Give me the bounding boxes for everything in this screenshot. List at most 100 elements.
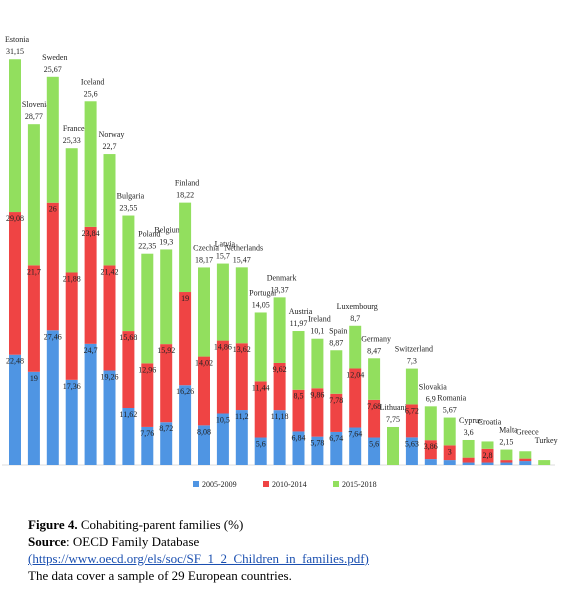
bar-segment — [160, 344, 173, 423]
data-label: 11,97 — [290, 319, 308, 328]
data-label: 27,46 — [44, 332, 62, 341]
bar-segment — [141, 426, 154, 465]
data-label: 8,08 — [197, 427, 211, 436]
data-label: 5,67 — [443, 406, 457, 415]
bar-segment — [349, 325, 362, 369]
data-label: 13,62 — [233, 345, 251, 354]
bar-segment — [27, 371, 40, 465]
caption-line: Source: OECD Family Database — [28, 533, 568, 550]
data-label: 15,92 — [157, 346, 175, 355]
bar-segment — [443, 417, 456, 446]
figure-number: Figure 4. — [28, 517, 78, 532]
caption-line: Figure 4. Cohabiting-parent families (%) — [28, 516, 568, 533]
category-label: Luxembourg — [337, 302, 378, 311]
data-label: 22,7 — [103, 142, 117, 151]
bar-segment — [292, 431, 305, 465]
category-label: Cyprus — [459, 416, 482, 425]
bar-segment — [330, 393, 343, 432]
bar-segment — [519, 451, 532, 459]
data-label: 19,26 — [101, 373, 119, 382]
bar-segment — [103, 370, 116, 465]
bar-segment — [349, 368, 362, 428]
data-label: 7,75 — [386, 415, 400, 424]
note: The data cover a sample of 29 European c… — [28, 568, 292, 583]
data-label: 2,8 — [483, 451, 493, 460]
data-label: 15,47 — [233, 255, 251, 264]
bar-segment — [424, 440, 437, 460]
bar-segment — [27, 265, 40, 372]
data-label: 23,55 — [119, 204, 137, 213]
bar-segment — [235, 410, 248, 465]
bar-segment — [443, 460, 456, 465]
category-label: Romania — [437, 394, 466, 403]
bar-segment — [387, 426, 399, 465]
data-label: 11,2 — [235, 412, 249, 421]
data-label: 18,22 — [176, 191, 194, 200]
bar-segment — [179, 292, 192, 386]
legend-label: 2015-2018 — [342, 480, 377, 489]
category-label: Bulgaria — [117, 192, 145, 201]
caption: Figure 4. Cohabiting-parent families (%)… — [28, 516, 568, 584]
bar-segment — [65, 379, 78, 465]
bar-segment — [424, 459, 437, 465]
data-label: 14,86 — [214, 343, 232, 352]
data-label: 5,63 — [405, 439, 419, 448]
category-label: Norway — [99, 130, 125, 139]
bar-segment — [46, 76, 59, 203]
bar-segment — [198, 356, 210, 426]
data-label: 8,72 — [159, 424, 173, 433]
source-label: Source — [28, 534, 67, 549]
bar-segment — [46, 330, 59, 465]
bar-segment — [84, 343, 97, 465]
data-label: 19,3 — [159, 237, 173, 246]
data-label: 6,9 — [426, 394, 436, 403]
data-label: 10,1 — [310, 327, 324, 336]
source-link[interactable]: (https://www.oecd.org/els/soc/SF_1_2_Chi… — [28, 551, 369, 566]
category-label: Czechia — [193, 243, 219, 252]
legend-label: 2005-2009 — [202, 480, 237, 489]
bar-segment — [179, 202, 192, 293]
bar-segment — [330, 431, 343, 465]
bar-segment — [27, 124, 40, 266]
data-label: 10,5 — [216, 415, 230, 424]
category-label: Iceland — [81, 77, 105, 86]
bar-segment — [330, 350, 343, 394]
category-label: Germany — [361, 334, 391, 343]
category-label: Turkey — [535, 436, 558, 445]
data-label: 3,6 — [464, 428, 474, 437]
data-label: 31,15 — [6, 47, 24, 56]
bar-segment — [405, 437, 418, 465]
data-label: 25,6 — [84, 89, 98, 98]
data-label: 7,76 — [140, 429, 154, 438]
figure-title: Cohabiting-parent families (%) — [80, 517, 244, 532]
data-label: 8,7 — [350, 314, 360, 323]
data-label: 3 — [448, 447, 452, 456]
bar-segment — [254, 381, 267, 438]
bar-segment — [198, 267, 210, 357]
data-label: 6,72 — [405, 406, 419, 415]
data-label: 15,68 — [119, 333, 137, 342]
data-label: 23,84 — [82, 229, 100, 238]
data-label: 15,7 — [216, 252, 230, 261]
bar-segment — [46, 202, 59, 331]
data-label: 8,5 — [294, 392, 304, 401]
bar-segment — [179, 385, 192, 465]
bar-segment — [368, 437, 381, 465]
data-label: 24,7 — [84, 346, 98, 355]
bar-segment — [462, 439, 475, 458]
bar-segment — [198, 425, 210, 465]
bar-segment — [216, 340, 229, 414]
data-label: 21,7 — [27, 267, 41, 276]
legend-swatch — [193, 481, 199, 487]
data-label: 7,64 — [348, 430, 362, 439]
data-label: 7,68 — [367, 402, 381, 411]
category-label: Netherlands — [224, 243, 263, 252]
data-label: 12,04 — [346, 370, 364, 379]
bar-segment — [122, 331, 135, 408]
bar-segment — [349, 427, 362, 465]
bar-segment — [481, 448, 494, 463]
category-label: Estonia — [5, 35, 29, 44]
data-label: 9,62 — [273, 365, 287, 374]
data-label: 7,3 — [407, 357, 417, 366]
data-label: 7,78 — [329, 396, 343, 405]
